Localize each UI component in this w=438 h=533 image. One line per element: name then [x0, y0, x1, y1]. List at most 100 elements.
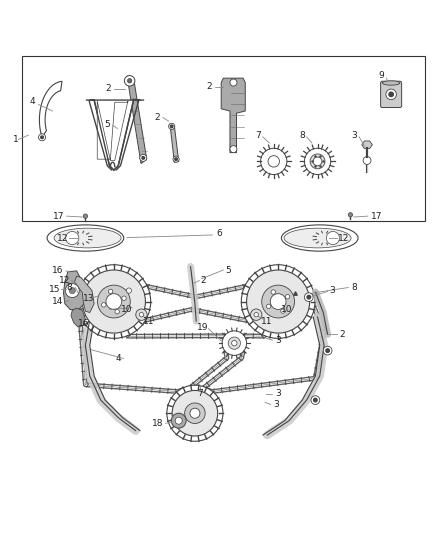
Text: 17: 17 [371, 212, 382, 221]
Circle shape [307, 295, 311, 299]
Polygon shape [362, 141, 372, 149]
Circle shape [41, 136, 43, 139]
Circle shape [313, 157, 322, 166]
Text: 13: 13 [83, 294, 94, 303]
Polygon shape [39, 82, 62, 138]
Text: 2: 2 [201, 276, 206, 285]
Circle shape [261, 148, 287, 174]
Circle shape [139, 312, 144, 317]
Circle shape [268, 156, 279, 167]
Circle shape [310, 154, 325, 169]
Ellipse shape [281, 225, 358, 251]
Circle shape [254, 312, 258, 317]
Circle shape [127, 78, 132, 83]
Polygon shape [74, 276, 94, 312]
Circle shape [124, 76, 135, 86]
Text: 17: 17 [53, 212, 65, 221]
Circle shape [311, 395, 320, 405]
Text: 12: 12 [338, 233, 350, 243]
Polygon shape [170, 124, 179, 162]
Circle shape [102, 303, 106, 307]
Text: 3: 3 [275, 336, 281, 345]
Circle shape [190, 408, 200, 418]
Text: 2: 2 [154, 113, 159, 122]
Polygon shape [64, 271, 85, 310]
Circle shape [389, 92, 393, 96]
Text: 1: 1 [13, 135, 19, 144]
Circle shape [230, 146, 237, 152]
Text: 10: 10 [121, 305, 133, 314]
Circle shape [270, 294, 286, 310]
Text: 11: 11 [143, 317, 155, 326]
Circle shape [304, 148, 331, 174]
Circle shape [173, 156, 179, 162]
Text: 3: 3 [275, 389, 281, 398]
Circle shape [83, 214, 88, 219]
Circle shape [172, 391, 218, 436]
Text: 12: 12 [59, 276, 71, 285]
Text: 5: 5 [225, 265, 231, 274]
Circle shape [241, 265, 315, 338]
Text: 3: 3 [273, 400, 279, 409]
Circle shape [66, 231, 79, 245]
Circle shape [171, 413, 186, 428]
Polygon shape [90, 100, 140, 170]
Polygon shape [97, 101, 128, 160]
Circle shape [122, 296, 126, 301]
Text: 12: 12 [57, 233, 68, 243]
Text: 8: 8 [351, 283, 357, 292]
Ellipse shape [54, 228, 121, 248]
Circle shape [286, 295, 290, 299]
Text: 16: 16 [52, 266, 64, 276]
Circle shape [115, 310, 120, 314]
Circle shape [281, 309, 285, 313]
Text: 2: 2 [106, 84, 111, 93]
Polygon shape [221, 78, 245, 152]
Text: 2: 2 [340, 330, 345, 339]
Text: 18: 18 [152, 419, 163, 428]
Text: 8: 8 [299, 131, 305, 140]
Circle shape [136, 309, 147, 320]
Text: 7: 7 [197, 389, 203, 398]
Circle shape [39, 134, 46, 141]
FancyBboxPatch shape [381, 81, 402, 108]
Circle shape [230, 79, 237, 86]
Circle shape [326, 231, 339, 245]
Circle shape [262, 285, 294, 318]
Circle shape [108, 289, 113, 294]
Circle shape [348, 213, 353, 217]
Circle shape [247, 270, 310, 333]
Text: 14: 14 [52, 297, 64, 306]
Circle shape [126, 288, 131, 293]
Circle shape [167, 385, 223, 441]
Text: 10: 10 [281, 305, 293, 314]
Circle shape [386, 89, 396, 100]
Text: 3: 3 [351, 131, 357, 140]
Circle shape [232, 341, 237, 346]
Circle shape [65, 284, 79, 297]
Circle shape [82, 270, 145, 333]
Polygon shape [71, 308, 85, 327]
Circle shape [77, 265, 151, 338]
Circle shape [266, 304, 271, 309]
Text: 7: 7 [255, 131, 261, 140]
Ellipse shape [47, 225, 124, 251]
Circle shape [175, 158, 177, 160]
Text: 19: 19 [197, 324, 208, 332]
Ellipse shape [382, 81, 400, 85]
Circle shape [170, 125, 173, 128]
Text: 2: 2 [207, 83, 212, 92]
Circle shape [106, 294, 122, 310]
Circle shape [69, 287, 75, 294]
Text: 9: 9 [378, 71, 384, 80]
Circle shape [228, 337, 240, 349]
Circle shape [314, 398, 317, 402]
Circle shape [169, 123, 175, 130]
Circle shape [222, 331, 247, 356]
Bar [22, 56, 425, 221]
Circle shape [185, 403, 205, 424]
Text: 4: 4 [30, 98, 35, 106]
Text: 11: 11 [261, 317, 273, 326]
Text: 16: 16 [78, 319, 89, 328]
Circle shape [140, 155, 147, 161]
